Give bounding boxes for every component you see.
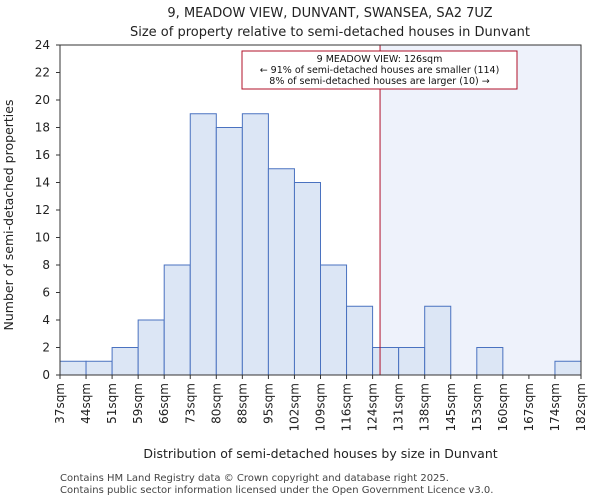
- bar-59sqm: [137, 319, 165, 376]
- chart-title: 9, MEADOW VIEW, DUNVANT, SWANSEA, SA2 7U…: [167, 6, 492, 21]
- bar-44sqm: [85, 360, 113, 376]
- x-tick-label: 138sqm: [418, 383, 432, 431]
- y-tick-label: 4: [42, 313, 50, 327]
- bar-73sqm: [189, 113, 217, 376]
- x-tick-label: 131sqm: [392, 383, 406, 431]
- annotation-line-3: 8% of semi-detached houses are larger (1…: [269, 76, 489, 87]
- x-tick-label: 145sqm: [444, 383, 458, 431]
- y-axis-label: Number of semi-detached properties: [1, 100, 16, 331]
- bar-138sqm: [424, 305, 452, 376]
- x-tick-label: 167sqm: [522, 383, 536, 431]
- bar-124sqm: [372, 347, 400, 376]
- bar-95sqm: [267, 168, 295, 376]
- x-tick-label: 95sqm: [261, 383, 275, 424]
- footer-line-2: Contains public sector information licen…: [60, 485, 493, 496]
- bar-109sqm: [320, 264, 348, 376]
- bars: [59, 113, 582, 376]
- bar-131sqm: [398, 347, 426, 376]
- x-tick-label: 88sqm: [235, 383, 249, 424]
- x-tick-label: 59sqm: [131, 383, 145, 424]
- bar-174sqm: [554, 360, 582, 376]
- bar-66sqm: [163, 264, 191, 376]
- annotation-line-1: 9 MEADOW VIEW: 126sqm: [317, 54, 443, 65]
- x-axis-label: Distribution of semi-detached houses by …: [143, 446, 497, 461]
- bar-37sqm: [59, 360, 87, 376]
- x-tick-label: 174sqm: [548, 383, 562, 431]
- bar-116sqm: [346, 305, 374, 376]
- bar-88sqm: [241, 113, 269, 376]
- y-tick-label: 18: [35, 121, 50, 135]
- y-tick-label: 20: [35, 93, 50, 107]
- y-tick-label: 10: [35, 231, 50, 245]
- y-tick-label: 2: [42, 341, 50, 355]
- footer-line-1: Contains HM Land Registry data © Crown c…: [60, 473, 449, 484]
- x-tick-label: 116sqm: [340, 383, 354, 431]
- x-tick-label: 80sqm: [209, 383, 223, 424]
- bar-51sqm: [111, 347, 139, 376]
- x-tick-label: 102sqm: [287, 383, 301, 431]
- x-tick-label: 51sqm: [105, 383, 119, 424]
- x-tick-label: 153sqm: [470, 383, 484, 431]
- highlight-region: [380, 45, 581, 375]
- y-tick-label: 22: [35, 66, 50, 80]
- x-tick-label: 182sqm: [574, 383, 588, 431]
- chart-subtitle: Size of property relative to semi-detach…: [130, 25, 530, 40]
- bar-153sqm: [476, 347, 504, 376]
- annotation-line-2: ← 91% of semi-detached houses are smalle…: [260, 65, 500, 76]
- y-tick-label: 16: [35, 148, 50, 162]
- x-axis: 37sqm 44sqm 51sqm 59sqm 66sqm 73sqm 80sqm 88sqm…: [53, 375, 588, 431]
- y-tick-label: 24: [35, 38, 50, 52]
- annotation-box: 9 MEADOW VIEW: 126sqm ← 91% of semi-deta…: [241, 50, 518, 90]
- x-tick-label: 37sqm: [53, 383, 67, 424]
- x-tick-label: 109sqm: [314, 383, 328, 431]
- y-tick-label: 8: [42, 258, 50, 272]
- x-tick-label: 73sqm: [183, 383, 197, 424]
- x-tick-label: 160sqm: [496, 383, 510, 431]
- y-tick-label: 0: [42, 368, 50, 382]
- x-tick-label: 124sqm: [366, 383, 380, 431]
- x-tick-label: 66sqm: [157, 383, 171, 424]
- x-tick-label: 44sqm: [79, 383, 93, 424]
- bar-80sqm: [215, 127, 243, 376]
- y-tick-label: 14: [35, 176, 50, 190]
- annotation-rect: [241, 50, 518, 90]
- y-tick-label: 12: [35, 203, 50, 217]
- y-tick-label: 6: [42, 286, 50, 300]
- bar-102sqm: [293, 182, 322, 376]
